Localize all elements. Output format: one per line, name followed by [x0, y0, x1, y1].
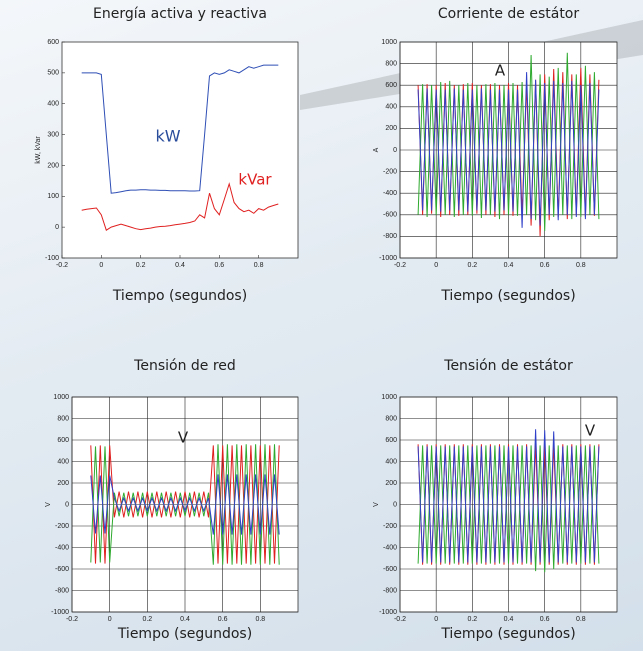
x-axis-label: Tiempo (segundos) — [112, 288, 247, 304]
x-tick-label: 0.2 — [142, 616, 152, 623]
y-tick-label: 600 — [57, 437, 69, 444]
x-tick-label: 0.6 — [540, 262, 550, 269]
y-tick-label: -1000 — [51, 609, 69, 616]
x-tick-label: 0 — [434, 262, 438, 269]
x-tick-label: 0 — [99, 262, 103, 269]
x-axis-label: Tiempo (segundos) — [117, 626, 252, 642]
y-axis-label: A — [373, 147, 380, 152]
y-tick-label: 400 — [385, 104, 397, 111]
y-tick-label: 400 — [385, 458, 397, 465]
x-tick-label: 0.8 — [576, 262, 586, 269]
series-line — [417, 429, 600, 563]
y-tick-label: 200 — [47, 162, 59, 169]
x-tick-label: 0 — [434, 616, 438, 623]
y-tick-label: -400 — [55, 544, 69, 551]
y-tick-label: -200 — [55, 523, 69, 530]
y-tick-label: 0 — [55, 224, 59, 231]
annotation: A — [495, 62, 506, 80]
x-tick-label: 0.4 — [504, 616, 514, 623]
x-tick-label: 0.2 — [136, 262, 146, 269]
y-tick-label: 600 — [385, 437, 397, 444]
x-tick-label: -0.2 — [56, 262, 68, 269]
y-tick-label: 300 — [47, 131, 59, 138]
annotation: kVar — [238, 171, 272, 189]
annotation: kW — [155, 127, 180, 146]
y-tick-label: 0 — [65, 501, 69, 508]
y-tick-label: 800 — [57, 415, 69, 422]
chart-panel: Energía activa y reactiva Tiempo (segundo… — [35, 6, 299, 304]
y-axis-label: V — [373, 502, 380, 507]
y-tick-label: -1000 — [379, 255, 397, 262]
chart-title: Corriente de estátor — [438, 6, 580, 22]
y-tick-label: -1000 — [379, 609, 397, 616]
x-tick-label: 0.2 — [467, 616, 477, 623]
chart-title: Energía activa y reactiva — [93, 6, 267, 22]
y-tick-label: -200 — [383, 523, 397, 530]
x-axis-label: Tiempo (segundos) — [440, 626, 575, 642]
y-tick-label: 600 — [47, 39, 59, 46]
x-tick-label: 0.8 — [255, 616, 265, 623]
plot-area — [61, 41, 299, 259]
x-tick-label: 0.2 — [467, 262, 477, 269]
y-tick-label: 100 — [47, 193, 59, 200]
y-tick-label: -200 — [383, 168, 397, 175]
x-tick-label: 0.4 — [175, 262, 185, 269]
series-line — [90, 474, 280, 535]
y-tick-label: 1000 — [381, 394, 397, 401]
x-tick-label: 0.4 — [504, 262, 514, 269]
y-tick-label: -800 — [383, 587, 397, 594]
chart-panel: Tensión de estátor Tiempo (segundos) V -100… — [373, 358, 618, 642]
x-tick-label: 0.8 — [576, 616, 586, 623]
chart-panel: Tensión de red Tiempo (segundos) V -1000 -80… — [45, 358, 299, 642]
x-axis-label: Tiempo (segundos) — [440, 288, 575, 304]
series-line — [81, 64, 279, 194]
series-line — [81, 182, 279, 231]
y-axis-label: V — [45, 502, 52, 507]
chart-title: Tensión de estátor — [443, 358, 573, 374]
y-tick-label: 200 — [57, 480, 69, 487]
y-tick-label: -600 — [55, 566, 69, 573]
series-line — [417, 72, 600, 228]
x-tick-label: -0.2 — [394, 262, 406, 269]
series-line — [417, 52, 600, 232]
y-tick-label: -100 — [45, 255, 59, 262]
x-tick-label: 0.4 — [180, 616, 190, 623]
y-tick-label: 400 — [57, 458, 69, 465]
series-line — [90, 445, 280, 564]
annotation: V — [178, 429, 189, 447]
y-tick-label: 1000 — [381, 39, 397, 46]
y-tick-label: -600 — [383, 566, 397, 573]
y-tick-label: 200 — [385, 480, 397, 487]
y-axis-label: kW, kVar — [35, 136, 42, 164]
y-tick-label: -400 — [383, 190, 397, 197]
y-tick-label: -400 — [383, 544, 397, 551]
y-tick-label: 0 — [393, 147, 397, 154]
x-tick-label: -0.2 — [66, 616, 78, 623]
annotation: V — [585, 422, 596, 440]
x-tick-label: 0 — [108, 616, 112, 623]
y-tick-label: 500 — [47, 70, 59, 77]
x-tick-label: 0.6 — [218, 616, 228, 623]
series-line — [417, 445, 600, 573]
y-tick-label: 800 — [385, 415, 397, 422]
y-tick-label: -800 — [55, 587, 69, 594]
x-tick-label: 0.8 — [254, 262, 264, 269]
y-tick-label: 600 — [385, 82, 397, 89]
x-tick-label: 0.6 — [540, 616, 550, 623]
x-tick-label: -0.2 — [394, 616, 406, 623]
x-tick-label: 0.6 — [214, 262, 224, 269]
y-tick-label: 200 — [385, 125, 397, 132]
y-tick-label: 1000 — [53, 394, 69, 401]
y-tick-label: 800 — [385, 60, 397, 67]
series-line — [90, 444, 280, 565]
y-tick-label: 400 — [47, 101, 59, 108]
y-tick-label: 0 — [393, 501, 397, 508]
chart-title: Tensión de red — [133, 358, 236, 374]
chart-panel: Corriente de estátor Tiempo (segundos) A -1… — [373, 6, 618, 304]
y-tick-label: -800 — [383, 233, 397, 240]
y-tick-label: -600 — [383, 212, 397, 219]
